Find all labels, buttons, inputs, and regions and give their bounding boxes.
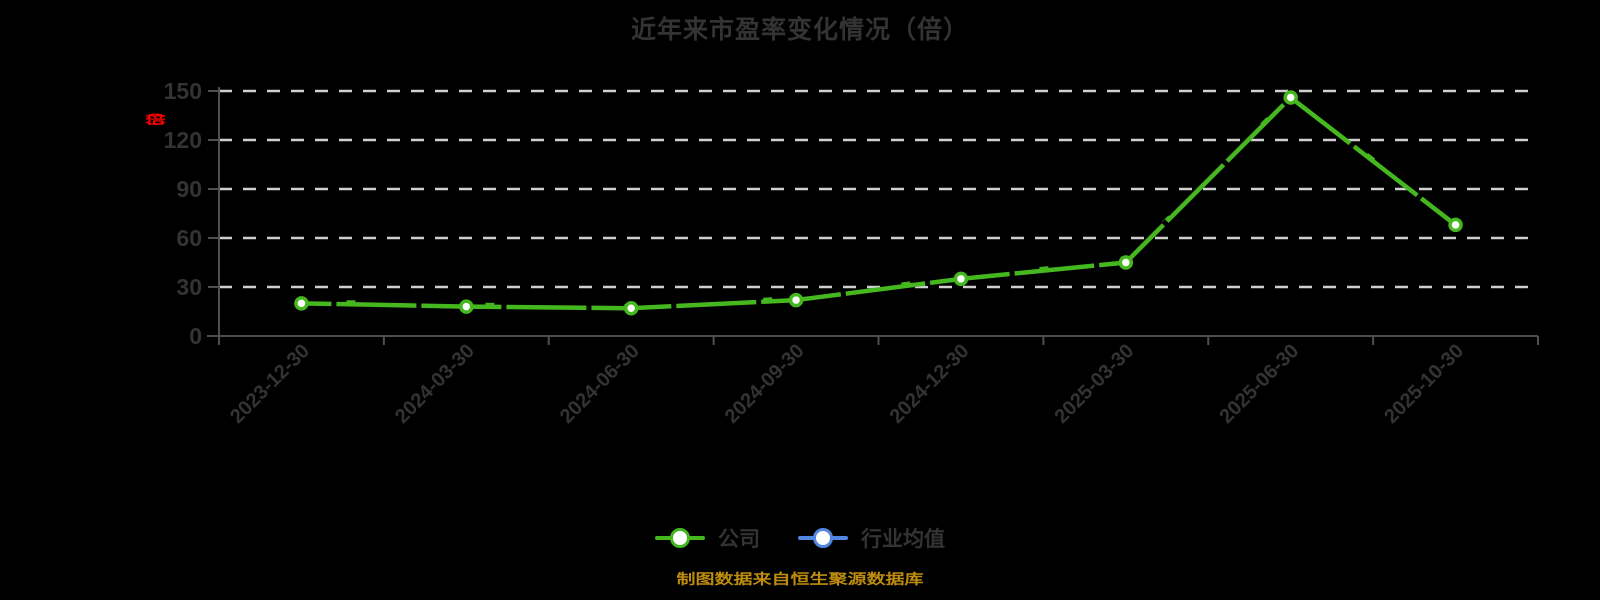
x-tick-label: 2025-10-30 (1380, 340, 1468, 428)
data-point-marker[interactable] (623, 300, 639, 316)
legend-item-company[interactable]: 公司 (655, 523, 760, 553)
y-axis-unit-label: （倍） (142, 106, 164, 130)
data-point-marker[interactable] (1118, 255, 1134, 270)
company-line-echo (301, 93, 1457, 307)
data-point-marker[interactable] (294, 296, 309, 311)
data-point-marker[interactable] (1448, 217, 1463, 233)
y-tick-label: 60 (176, 225, 202, 251)
y-tick-label: 120 (164, 127, 202, 153)
company-line (299, 95, 1458, 311)
chart-legend: 公司 行业均值 (0, 523, 1600, 553)
y-tick-label: 30 (176, 274, 202, 300)
legend-label-industry-average: 行业均值 (861, 528, 945, 551)
y-tick-label: 90 (176, 176, 202, 202)
x-tick-label: 2023-12-30 (226, 340, 314, 428)
x-tick-label: 2024-06-30 (556, 340, 644, 428)
company-line-gap-artifact (301, 93, 1458, 311)
axes-group (207, 87, 1539, 345)
legend-label-company: 公司 (718, 528, 760, 551)
chart-title: 近年来市盈率变化情况（倍） (630, 16, 969, 44)
y-tick-labels-group: 0 30 60 90 120 150 (164, 78, 202, 349)
gridlines-group (219, 89, 1538, 289)
y-tick-label: 150 (164, 78, 202, 104)
x-tick-label: 2024-03-30 (391, 340, 479, 428)
x-tick-label: 2025-03-30 (1050, 340, 1138, 428)
x-tick-label: 2024-12-30 (886, 340, 974, 428)
x-tick-label: 2024-09-30 (721, 340, 809, 428)
x-tick-labels-group: 2023-12-30 2024-03-30 2024-06-30 2024-09-30… (226, 340, 1468, 428)
data-point-marker[interactable] (1283, 90, 1298, 105)
data-point-marker[interactable] (788, 292, 804, 308)
company-line-marker-icon (655, 527, 705, 549)
legend-item-industry-average[interactable]: 行业均值 (798, 523, 945, 553)
x-tick-label: 2025-06-30 (1215, 340, 1303, 428)
data-point-marker[interactable] (459, 299, 474, 314)
series-group (294, 90, 1463, 316)
data-point-marker[interactable] (953, 271, 969, 287)
y-tick-label: 0 (189, 323, 202, 349)
line-chart-canvas[interactable]: 0 30 60 90 120 150 2023-12-30 2024-03-30 2024-0… (0, 0, 1600, 495)
industry-line-marker-icon (798, 527, 848, 549)
data-source-note: 制图数据来自恒生聚源数据库 (676, 571, 924, 588)
